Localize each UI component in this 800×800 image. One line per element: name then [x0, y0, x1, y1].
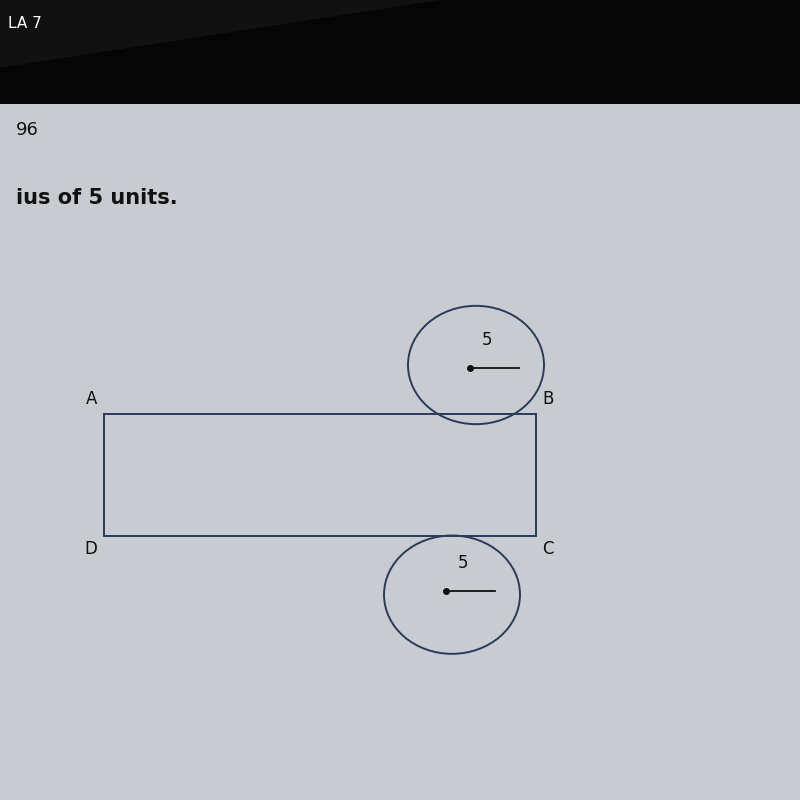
- Text: LA 7: LA 7: [8, 15, 42, 30]
- Polygon shape: [0, 0, 800, 104]
- Text: 96: 96: [16, 122, 39, 139]
- Text: C: C: [542, 540, 554, 558]
- Text: D: D: [85, 540, 98, 558]
- Polygon shape: [0, 0, 800, 104]
- Text: ius of 5 units.: ius of 5 units.: [16, 187, 178, 207]
- Text: B: B: [542, 390, 554, 408]
- Bar: [104, 414, 536, 535]
- Text: A: A: [86, 390, 98, 408]
- Text: 5: 5: [482, 331, 492, 349]
- Text: 5: 5: [458, 554, 468, 572]
